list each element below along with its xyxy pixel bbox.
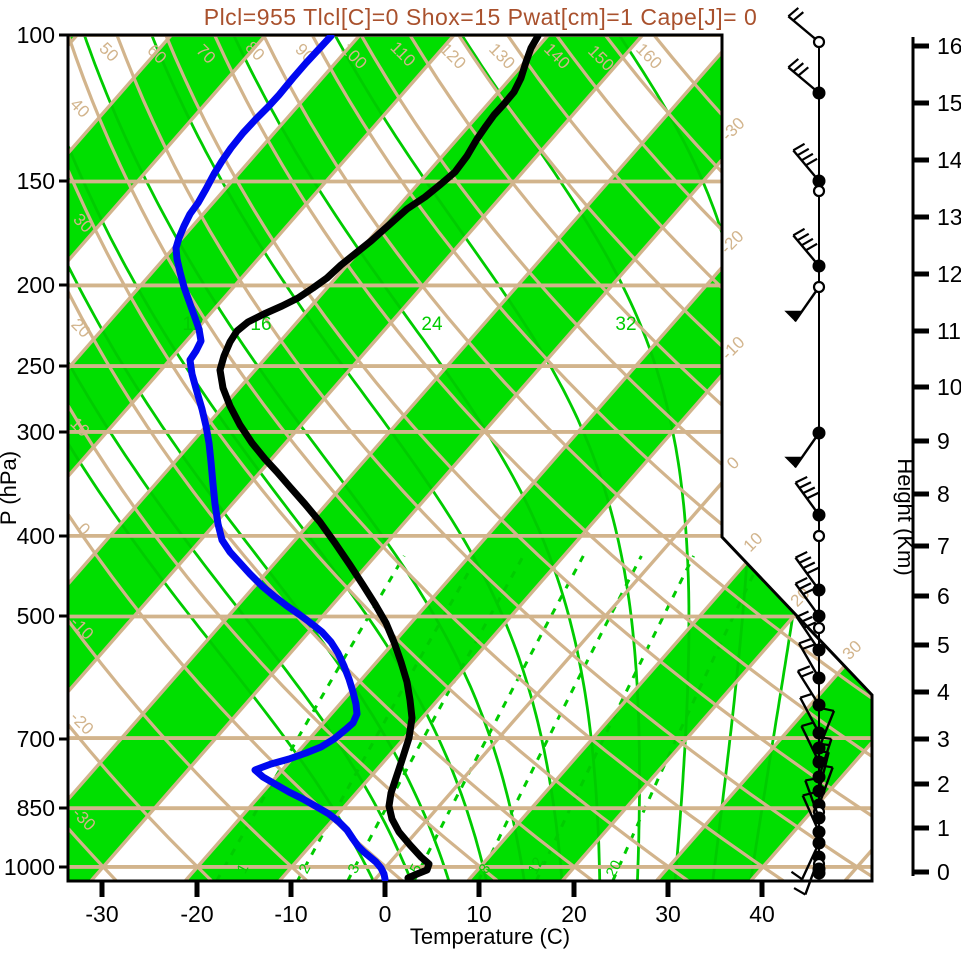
pressure-tick-label: 200: [17, 272, 55, 298]
pressure-tick-label: 700: [17, 726, 55, 752]
moist-adiabat-label: 32: [615, 314, 636, 335]
height-tick-label: 16: [937, 33, 961, 59]
temperature-axis: -30 -20 -10 0 10 20 30 40: [85, 881, 775, 927]
x-tick-label: -30: [85, 901, 118, 927]
x-tick-label: 10: [466, 901, 492, 927]
moist-adiabat-label: 24: [421, 314, 443, 335]
dry-adiabat-label: -20: [66, 708, 97, 739]
x-axis-title: Temperature (C): [410, 924, 570, 949]
mixing-ratio-label: 3: [345, 861, 364, 876]
wind-level-dot: [812, 726, 826, 740]
wind-level-circle: [812, 280, 826, 294]
height-tick-label: 6: [937, 583, 950, 609]
height-tick-label: 11: [937, 318, 961, 344]
wind-level-circle: [812, 529, 826, 543]
x-tick-label: 30: [655, 901, 681, 927]
pressure-tick-label: 250: [17, 353, 55, 379]
height-tick-label: 2: [937, 771, 950, 797]
wind-level-circle: [812, 184, 826, 198]
wind-level-dot: [812, 259, 826, 273]
mixing-ratio-label: 12: [525, 855, 548, 878]
wind-level-dot: [812, 508, 826, 522]
height-tick-label: 0: [937, 859, 950, 885]
height-tick-label: 8: [937, 481, 950, 507]
dewpoint-polyline: [172, 35, 389, 881]
isotherm-label: 30: [839, 637, 866, 664]
wind-barb-column: [784, 7, 836, 896]
plot-frame: [66, 33, 874, 883]
pressure-tick-label: 1000: [4, 854, 55, 880]
isotherm-label: 10: [740, 529, 767, 556]
wind-level-dot: [812, 583, 826, 597]
mixing-ratio-lines: [215, 555, 764, 881]
wind-level-dot: [812, 426, 826, 440]
wind-level-dot: [812, 825, 826, 839]
wind-level-dot: [812, 609, 826, 623]
height-tick-label: 3: [937, 726, 950, 752]
wind-level-circle: [812, 621, 826, 635]
pressure-tick-label: 150: [17, 168, 55, 194]
wind-level-dot: [812, 811, 826, 825]
x-tick-label: 20: [561, 901, 587, 927]
height-axis-title: Height (Km): [893, 458, 918, 575]
height-tick-label: 5: [937, 632, 950, 658]
wind-level-circle: [812, 35, 826, 49]
pressure-tick-label: 300: [17, 419, 55, 445]
pressure-tick-label: 100: [17, 22, 55, 48]
wind-level-dot: [812, 671, 826, 685]
pressure-tick-label: 850: [17, 795, 55, 821]
height-tick-label: 9: [937, 428, 950, 454]
x-tick-label: 0: [379, 901, 392, 927]
height-tick-label: 15: [937, 90, 961, 116]
chart-title: Plcl=955 Tlcl[C]=0 Shox=15 Pwat[cm]=1 Ca…: [203, 4, 758, 30]
x-tick-label: -20: [180, 901, 213, 927]
x-tick-label: 40: [749, 901, 775, 927]
temperature-curve: [216, 35, 542, 881]
pressure-axis: 100 150 200 250 300 400 500 700 850 1000: [4, 22, 68, 880]
wind-level-dot: [812, 643, 826, 657]
isotherm-label: 0: [723, 453, 743, 473]
height-tick-label: 1: [937, 815, 950, 841]
pressure-tick-label: 500: [17, 603, 55, 629]
height-tick-label: 7: [937, 533, 950, 559]
wind-level-dot: [812, 174, 826, 188]
dewpoint-curve: [172, 35, 389, 881]
wind-level-dot: [812, 86, 826, 100]
x-tick-label: -10: [274, 901, 307, 927]
y-axis-title: P (hPa): [0, 451, 21, 525]
height-tick-label: 14: [937, 147, 961, 173]
height-tick-label: 12: [937, 261, 961, 287]
dry-adiabat-label: 40: [66, 95, 93, 122]
dry-adiabat-label: 20: [67, 315, 94, 342]
temperature-polyline: [216, 35, 542, 881]
wind-level-dot: [812, 836, 826, 850]
height-tick-label: 13: [937, 204, 961, 230]
height-tick-label: 4: [937, 679, 950, 705]
mixing-ratio-label: 20: [603, 858, 626, 881]
wind-level-dot: [812, 866, 826, 880]
pressure-tick-label: 400: [17, 523, 55, 549]
height-tick-label: 10: [937, 374, 961, 400]
